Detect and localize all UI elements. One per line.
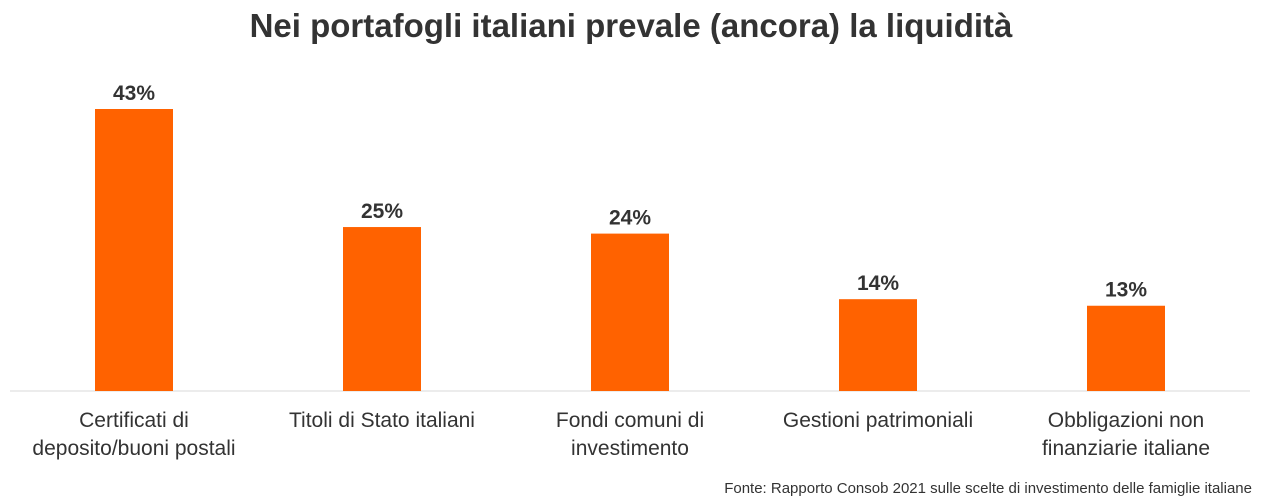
category-label: Gestioni patrimoniali bbox=[783, 409, 973, 432]
data-label: 14% bbox=[857, 272, 899, 295]
category-label-line: Obbligazioni non bbox=[1048, 409, 1204, 432]
data-label: 25% bbox=[361, 200, 403, 223]
chart-title: Nei portafogli italiani prevale (ancora)… bbox=[249, 7, 1013, 44]
category-label-line: Fondi comuni di bbox=[556, 409, 704, 432]
category-label-line: finanziarie italiane bbox=[1042, 437, 1210, 460]
data-label: 24% bbox=[609, 207, 651, 230]
data-label: 43% bbox=[113, 82, 155, 105]
category-label-line: Titoli di Stato italiani bbox=[289, 409, 475, 432]
category-label: Titoli di Stato italiani bbox=[289, 409, 475, 432]
bar bbox=[591, 233, 669, 391]
category-label-line: Certificati di bbox=[79, 409, 189, 432]
bar bbox=[343, 227, 421, 391]
category-label: Obbligazioni non finanziarie italiane bbox=[1042, 409, 1210, 460]
bar bbox=[95, 109, 173, 391]
category-label: Certificati di deposito/buoni postali bbox=[32, 409, 235, 460]
bar bbox=[1087, 305, 1165, 391]
bar bbox=[839, 299, 917, 391]
category-label-line: investimento bbox=[571, 437, 689, 460]
source-note: Fonte: Rapporto Consob 2021 sulle scelte… bbox=[724, 480, 1252, 497]
bar-chart: 43% Certificati di deposito/buoni postali 2… bbox=[10, 82, 1250, 460]
category-label-line: Gestioni patrimoniali bbox=[783, 409, 973, 432]
category-label: Fondi comuni di investimento bbox=[556, 409, 704, 460]
data-label: 13% bbox=[1105, 279, 1147, 302]
category-label-line: deposito/buoni postali bbox=[32, 437, 235, 460]
